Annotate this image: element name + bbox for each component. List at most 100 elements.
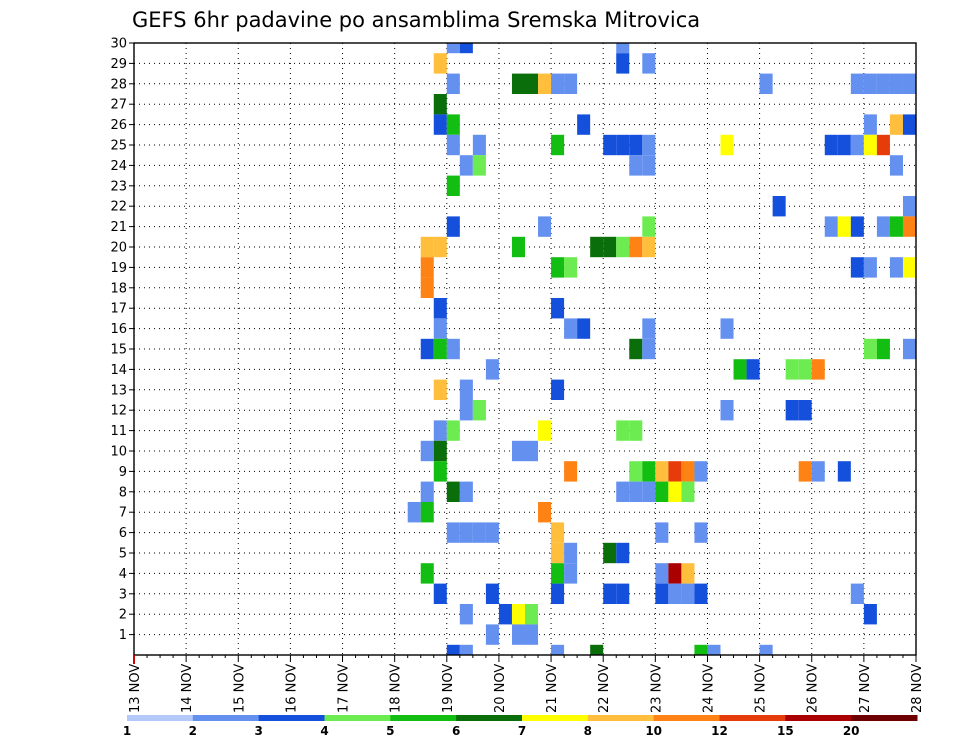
precip-cell: [511, 73, 525, 94]
precip-cell: [433, 379, 447, 400]
legend-label: 4: [320, 724, 328, 738]
precip-cell: [863, 257, 877, 278]
precip-cell: [837, 134, 851, 156]
precip-cell: [642, 461, 656, 482]
precip-cell: [824, 216, 838, 237]
precip-cell: [668, 563, 682, 584]
precip-cell: [551, 298, 565, 319]
y-tick-label: 18: [110, 281, 127, 296]
precip-cell: [863, 134, 877, 156]
precip-cell: [446, 420, 460, 441]
y-tick-label: 9: [119, 465, 127, 480]
precip-cell: [694, 583, 708, 604]
precip-cell: [564, 257, 578, 278]
precip-cell: [446, 338, 460, 360]
legend-swatch: [587, 715, 655, 721]
precip-cell: [863, 73, 877, 94]
legend-label: 8: [584, 724, 592, 738]
precip-cell: [785, 359, 799, 380]
y-axis: 1234567891011121314151617181920212223242…: [110, 37, 134, 643]
precip-cell: [420, 440, 434, 462]
data-cells: [407, 43, 916, 655]
y-tick-label: 19: [110, 261, 127, 276]
precip-cell: [603, 542, 617, 564]
precip-cell: [889, 73, 903, 94]
x-tick-label: 15 NOV: [232, 664, 247, 713]
precip-cell: [472, 522, 486, 543]
precip-cell: [889, 114, 903, 135]
precip-cell: [850, 73, 864, 94]
precip-cell: [577, 114, 591, 135]
precip-cell: [551, 134, 565, 156]
x-tick-label: 20 NOV: [493, 664, 508, 713]
precip-cell: [655, 563, 669, 584]
y-tick-label: 21: [110, 220, 127, 235]
precip-cell: [902, 257, 916, 278]
grid-lines: [134, 42, 917, 655]
precip-cell: [459, 481, 473, 502]
precip-cell: [446, 522, 460, 543]
x-tick-label: 16 NOV: [284, 664, 299, 713]
precip-cell: [616, 481, 630, 502]
precip-cell: [902, 114, 916, 135]
precip-cell: [590, 644, 604, 655]
x-tick-label: 14 NOV: [180, 664, 195, 713]
precip-cell: [433, 318, 447, 339]
precip-cell: [564, 73, 578, 94]
precip-cell: [538, 420, 552, 441]
precip-cell: [446, 43, 460, 54]
precip-cell: [655, 583, 669, 604]
precip-cell: [629, 155, 643, 176]
y-tick-label: 24: [110, 159, 127, 174]
precip-cell: [446, 644, 460, 655]
color-legend: 1 2 3 4 5 6 7 8 10 12 15 20: [123, 715, 918, 738]
precip-cell: [433, 53, 447, 74]
precip-cell: [837, 216, 851, 237]
precip-cell: [642, 481, 656, 502]
precip-cell: [850, 257, 864, 278]
legend-swatch: [719, 715, 786, 721]
precip-cell: [876, 134, 890, 156]
legend-label: 3: [254, 724, 262, 738]
y-tick-label: 8: [119, 485, 127, 500]
x-tick-label: 21 NOV: [545, 664, 560, 713]
x-tick-label: 22 NOV: [597, 664, 612, 713]
y-tick-label: 20: [110, 241, 127, 256]
y-tick-label: 25: [110, 139, 127, 154]
precip-cell: [668, 481, 682, 502]
precip-cell: [485, 359, 499, 380]
y-tick-label: 3: [119, 587, 127, 602]
precip-cell: [694, 644, 708, 655]
x-tick-label: 17 NOV: [337, 664, 352, 713]
precip-cell: [629, 134, 643, 156]
y-tick-label: 26: [110, 118, 127, 133]
precip-cell: [785, 400, 799, 421]
precip-cell: [485, 624, 499, 645]
precip-cell: [459, 400, 473, 421]
precip-cell: [551, 542, 565, 564]
precip-cell: [433, 338, 447, 360]
precip-cell: [446, 73, 460, 94]
precip-cell: [681, 583, 695, 604]
precip-cell: [551, 644, 565, 655]
y-tick-label: 17: [110, 302, 127, 317]
precip-cell: [538, 502, 552, 523]
precip-cell: [538, 216, 552, 237]
precip-cell: [616, 583, 630, 604]
precip-cell: [902, 73, 916, 94]
x-tick-label: 18 NOV: [389, 664, 404, 713]
legend-label: 5: [386, 724, 394, 738]
precip-cell: [433, 236, 447, 258]
precip-cell: [577, 318, 591, 339]
precip-cell: [876, 216, 890, 237]
precip-cell: [590, 236, 604, 258]
precip-cell: [433, 420, 447, 441]
precip-cell: [446, 216, 460, 237]
precip-cell: [668, 461, 682, 482]
y-tick-label: 7: [119, 506, 127, 521]
precip-cell: [616, 43, 630, 54]
x-tick-label: 26 NOV: [806, 664, 821, 713]
precip-cell: [720, 318, 734, 339]
